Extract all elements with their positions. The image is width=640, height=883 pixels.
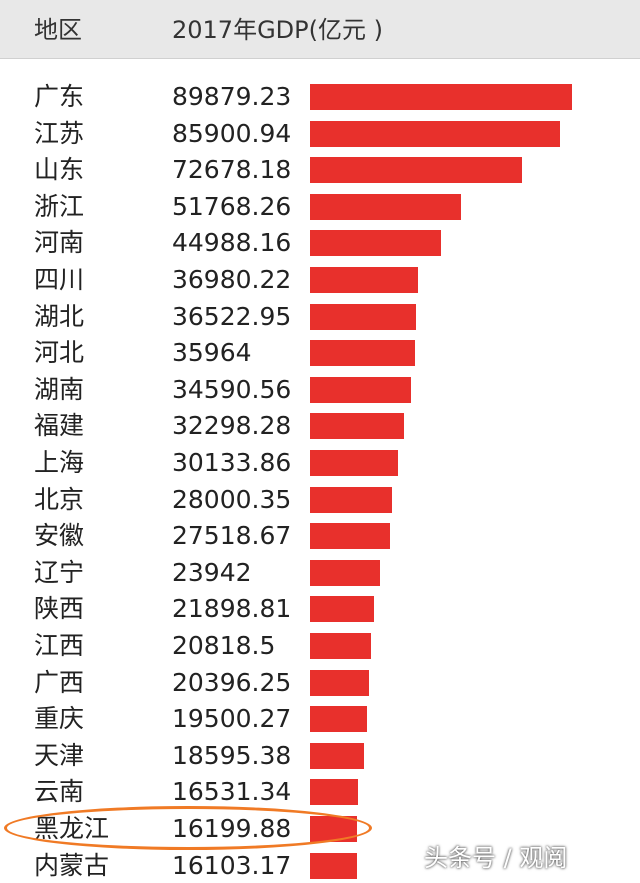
gdp-value-label: 28000.35 [172, 484, 292, 514]
gdp-value-label: 36522.95 [172, 301, 292, 331]
gdp-value-label: 32298.28 [172, 411, 292, 441]
gdp-bar [310, 120, 560, 147]
gdp-bar [310, 779, 358, 806]
region-label: 广西 [34, 667, 85, 697]
watermark: 头条号 / 观阅 [424, 844, 568, 872]
gdp-bar [310, 669, 369, 696]
highlight-ellipse [4, 806, 372, 850]
region-label: 重庆 [34, 704, 85, 734]
region-label: 陕西 [34, 594, 85, 624]
gdp-bar [310, 633, 371, 659]
gdp-bar [310, 450, 398, 476]
gdp-value-label: 85900.94 [172, 118, 292, 148]
region-label: 湖北 [34, 301, 85, 331]
gdp-value-label: 34590.56 [172, 374, 292, 404]
gdp-bar [310, 193, 461, 220]
region-label: 江西 [34, 631, 85, 660]
region-label: 上海 [34, 448, 85, 477]
gdp-value-label: 72678.18 [172, 155, 292, 185]
gdp-bar [310, 486, 392, 513]
gdp-bar [310, 413, 404, 440]
gdp-value-label: 21898.81 [172, 594, 292, 624]
gdp-value-label: 89879.23 [172, 82, 292, 111]
gdp-value-label: 30133.86 [172, 448, 292, 477]
region-label: 安徽 [34, 521, 85, 551]
gdp-bar [310, 84, 572, 110]
region-label: 福建 [34, 411, 85, 441]
gdp-bar [310, 742, 364, 769]
region-label: 天津 [34, 740, 85, 770]
gdp-value-label: 20818.5 [172, 631, 276, 660]
gdp-value-label: 20396.25 [172, 667, 292, 697]
gdp-value-label: 16531.34 [172, 777, 292, 807]
gdp-bar [310, 596, 374, 623]
region-label: 河南 [34, 228, 85, 258]
gdp-value-label: 23942 [172, 557, 252, 587]
gdp-bar [310, 559, 380, 586]
gdp-value-label: 27518.67 [172, 521, 292, 551]
gdp-value-label: 44988.16 [172, 228, 292, 258]
region-label: 河北 [34, 338, 85, 368]
gdp-value-label: 51768.26 [172, 191, 292, 221]
region-label: 山东 [34, 155, 85, 185]
gdp-bar [310, 303, 416, 330]
region-label: 辽宁 [34, 557, 85, 587]
gdp-bar [310, 852, 357, 879]
gdp-column-header: 2017年GDP(亿元 ) [172, 16, 383, 44]
region-label: 北京 [34, 484, 85, 514]
gdp-bar [310, 267, 418, 293]
region-label: 云南 [34, 777, 85, 807]
gdp-bar [310, 523, 390, 550]
region-label: 江苏 [34, 118, 85, 148]
region-column-header: 地区 [34, 16, 82, 44]
gdp-bar [310, 340, 415, 367]
gdp-value-label: 18595.38 [172, 740, 292, 770]
gdp-bar [310, 706, 367, 733]
gdp-value-label: 35964 [172, 338, 252, 368]
gdp-bar [310, 376, 411, 403]
gdp-bar [310, 230, 441, 257]
region-label: 湖南 [34, 374, 85, 404]
gdp-value-label: 36980.22 [172, 265, 292, 294]
region-label: 四川 [34, 265, 85, 294]
gdp-bar [310, 157, 522, 184]
gdp-value-label: 19500.27 [172, 704, 292, 734]
region-label: 浙江 [34, 191, 85, 221]
gdp-value-label: 16103.17 [172, 850, 292, 880]
table-header: 地区 2017年GDP(亿元 ) [0, 0, 640, 59]
region-label: 内蒙古 [34, 850, 110, 880]
region-label: 广东 [34, 82, 85, 111]
